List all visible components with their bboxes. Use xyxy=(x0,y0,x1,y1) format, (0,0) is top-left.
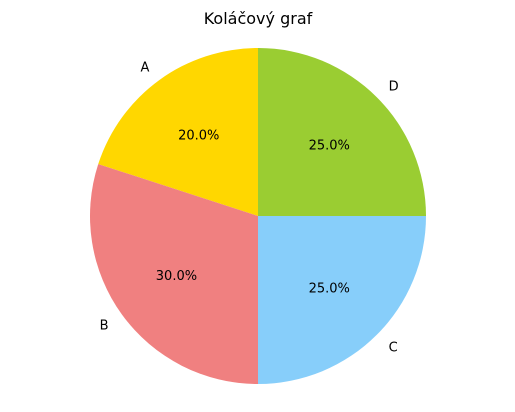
pie-slices xyxy=(89,48,426,384)
slice-percent-a: 20.0% xyxy=(178,128,219,143)
pie-labels: A 20.0% B 30.0% C 25.0% D 25.0% xyxy=(100,60,399,355)
slice-label-c: C xyxy=(389,341,398,356)
slice-percent-c: 25.0% xyxy=(309,281,350,296)
slice-label-a: A xyxy=(140,60,149,75)
pie-slice-d xyxy=(258,48,426,216)
pie-slice-c xyxy=(258,216,426,384)
pie-slice-b xyxy=(89,164,258,384)
slice-percent-b: 30.0% xyxy=(156,269,197,284)
slice-percent-d: 25.0% xyxy=(309,139,350,154)
slice-label-d: D xyxy=(389,79,399,94)
slice-label-b: B xyxy=(100,319,109,334)
pie-slice-a xyxy=(98,48,258,216)
chart-title: Koláčový graf xyxy=(204,9,313,28)
